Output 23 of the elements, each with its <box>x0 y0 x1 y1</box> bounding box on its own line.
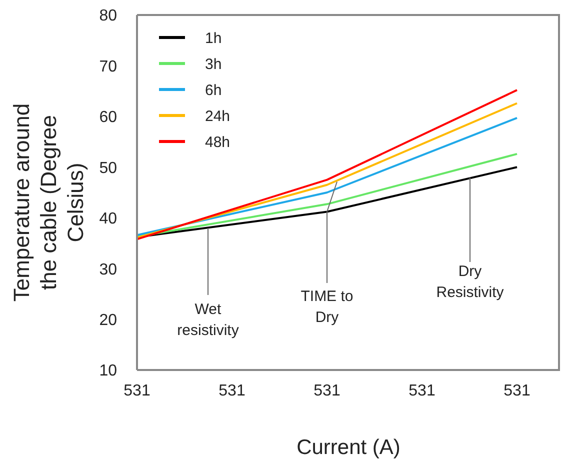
legend-label: 1h <box>205 30 222 46</box>
x-tick-label: 531 <box>504 382 530 400</box>
x-tick-label: 531 <box>218 382 246 400</box>
annotation: TIME to Dry <box>300 288 354 326</box>
y-tick-label: 20 <box>99 312 118 329</box>
y-tick-label: 30 <box>99 261 118 278</box>
x-tick-label: 531 <box>124 382 150 400</box>
y-tick-label: 80 <box>99 8 118 25</box>
legend-label: 6h <box>205 82 222 98</box>
y-tick-label: 70 <box>99 58 118 76</box>
x-tick-label: 531 <box>314 382 340 400</box>
legend-label: 3h <box>205 56 222 72</box>
legend-label: 24h <box>205 108 230 124</box>
y-tick-label: 60 <box>99 109 118 126</box>
x-axis-title: Current (A) <box>296 436 400 459</box>
y-tick-label: 50 <box>99 160 118 177</box>
y-axis-title: Temperature around the cable (Degree Celsius) <box>9 103 88 302</box>
x-tick-label: 531 <box>408 382 436 400</box>
y-tick-label: 10 <box>99 362 118 380</box>
legend-label: 48h <box>205 134 230 150</box>
annotation: Dry Resistivity <box>436 263 504 301</box>
y-tick-label: 40 <box>99 210 118 228</box>
annotation: Wet resistivity <box>177 301 240 339</box>
